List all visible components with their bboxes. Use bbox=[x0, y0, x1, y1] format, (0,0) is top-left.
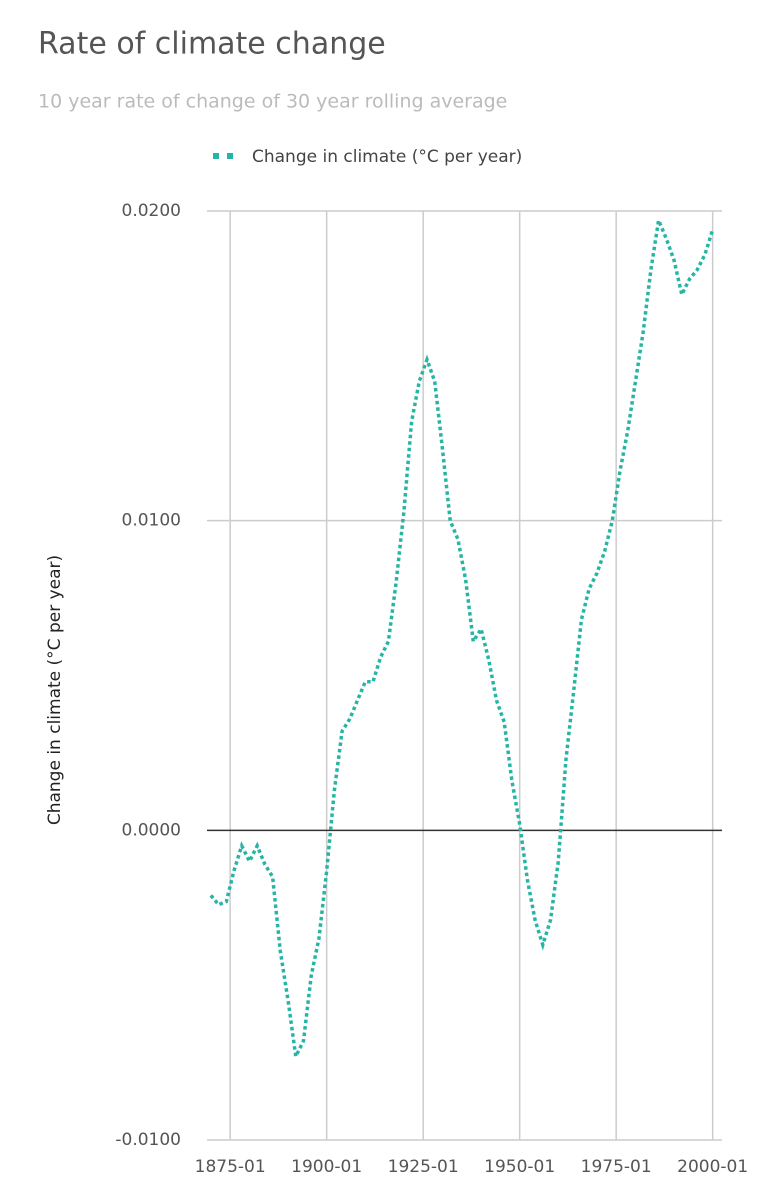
chart-subtitle: 10 year rate of change of 30 year rollin… bbox=[38, 91, 507, 113]
legend-swatch bbox=[227, 153, 233, 159]
y-tick-label: 0.0000 bbox=[122, 820, 181, 840]
y-tick-label: -0.0100 bbox=[115, 1130, 181, 1150]
data-line bbox=[209, 213, 715, 1063]
x-tick-label: 1900-01 bbox=[291, 1157, 362, 1177]
x-tick-label: 1875-01 bbox=[195, 1157, 266, 1177]
y-tick-label: 0.0100 bbox=[122, 511, 181, 531]
y-axis-label: Change in climate (°C per year) bbox=[45, 555, 65, 825]
chart-title: Rate of climate change bbox=[38, 27, 386, 62]
x-tick-label: 1975-01 bbox=[581, 1157, 652, 1177]
x-tick-label: 1950-01 bbox=[484, 1157, 555, 1177]
x-tick-label: 2000-01 bbox=[677, 1157, 748, 1177]
legend-label: Change in climate (°C per year) bbox=[252, 147, 522, 167]
legend-swatch bbox=[213, 153, 219, 159]
x-tick-label: 1925-01 bbox=[388, 1157, 459, 1177]
y-tick-label: 0.0200 bbox=[122, 201, 181, 221]
